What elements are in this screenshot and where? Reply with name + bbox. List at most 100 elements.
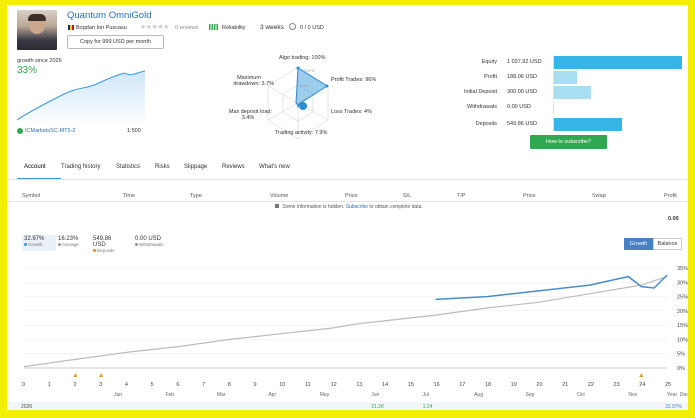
stat-value-1: 188.06 USD — [507, 74, 537, 80]
growth-line-grey — [23, 276, 668, 368]
year-row-value: 21.28 — [371, 404, 384, 410]
x-tick-label: 25 — [665, 382, 671, 388]
column-header-price[interactable]: Price — [523, 193, 536, 199]
x-tick-label: 10 — [279, 382, 285, 388]
stat-divider-2 — [553, 86, 554, 99]
stat-label-3: Withdrawals — [467, 104, 497, 110]
stat-bar-4 — [554, 118, 622, 131]
x-tick-label: 21 — [562, 382, 568, 388]
column-header-type[interactable]: Type — [190, 193, 202, 199]
summary-deposits[interactable]: 549.86 USD Deposits — [91, 235, 125, 253]
y-tick-label: 5% — [677, 352, 685, 358]
y-tick-label: 15% — [677, 323, 688, 329]
tab-account[interactable]: Account — [24, 164, 46, 170]
year-row-value: 32.97% — [665, 404, 683, 410]
avatar[interactable] — [17, 10, 57, 50]
summary-label: Average — [58, 242, 90, 247]
balance-toggle[interactable]: Balance — [653, 238, 682, 250]
growth-toggle[interactable]: Growth — [624, 238, 653, 250]
stat-bar-1 — [554, 71, 577, 84]
notice-text-end: to obtain complete data. — [369, 204, 423, 210]
lock-icon — [275, 204, 279, 208]
growth-chart[interactable]: 35%30%25%20%15%10%5%0%0 1 2 3 4 5 6 7 8 9 10 11 12 13… — [7, 260, 688, 410]
stat-label-2: Initial Deposit — [463, 89, 497, 95]
month-label: Year — [667, 392, 677, 398]
x-tick-label: 15 — [408, 382, 414, 388]
growth-mini-chart[interactable] — [17, 65, 145, 125]
subscribe-button[interactable]: How to subscribe? — [530, 135, 607, 149]
month-label: Oct — [577, 392, 585, 398]
tab-active-underline — [17, 178, 61, 179]
tab-risks[interactable]: Risks — [155, 164, 170, 170]
radar-max-drawdown-line1: Maximum — [237, 75, 261, 81]
author-name[interactable]: Bogdan Ion Puscasu — [76, 25, 127, 31]
radar-profit-trades: Profit Trades: 96% — [331, 77, 377, 83]
tab-what-s-new[interactable]: What's new — [259, 164, 290, 170]
tab-divider — [7, 179, 688, 180]
balance-value: 0 / 0 USD — [300, 25, 324, 31]
stat-value-4: 549.86 USD — [507, 121, 537, 127]
column-header-s-l[interactable]: S/L — [403, 193, 412, 199]
y-tick-label: 35% — [677, 266, 688, 272]
stat-value-3: 0.00 USD — [507, 104, 531, 110]
column-header-time[interactable]: Time — [123, 193, 136, 199]
tab-statistics[interactable]: Statistics — [116, 164, 141, 170]
stat-bar-0 — [554, 56, 682, 69]
x-tick-label: 7 — [202, 382, 205, 388]
broker-link[interactable]: ICMarketsSC-MT5-2 — [25, 128, 76, 134]
hidden-info-notice: Some information is hidden. Subscribe to… — [275, 204, 423, 210]
month-label: Mar — [217, 392, 226, 398]
tab-slippage[interactable]: Slippage — [184, 164, 208, 170]
month-label: Apr — [268, 392, 276, 398]
growth-toggle-label: Growth — [629, 241, 648, 247]
x-tick-label: 14 — [382, 382, 388, 388]
y-tick-label: 25% — [677, 295, 688, 301]
year-row-value: 2026 — [21, 404, 32, 410]
radar-scale-100: 100+% — [302, 68, 315, 73]
table-total: 0.00 — [668, 216, 679, 222]
column-header-profit[interactable]: Profit — [664, 193, 677, 199]
year-row-bg — [7, 402, 688, 410]
summary-label: Withdrawals — [135, 242, 167, 247]
stat-divider-4 — [553, 118, 554, 131]
summary-label: Deposits — [93, 248, 125, 253]
radar-max-deposit-load-line1: Max deposit load: — [228, 109, 272, 115]
y-tick-label: 20% — [677, 309, 688, 315]
notice-text: Some information is hidden. — [282, 204, 345, 210]
x-tick-label: 4 — [125, 382, 128, 388]
subscribe-link[interactable]: Subscribe — [345, 204, 368, 210]
x-tick-label: 19 — [511, 382, 517, 388]
copy-button[interactable]: Copy for 999 USD per month — [67, 35, 164, 49]
y-tick-label: 10% — [677, 337, 688, 343]
stat-label-0: Equity — [481, 59, 497, 65]
reviews-count[interactable]: 0 reviews — [175, 25, 199, 31]
x-tick-label: 9 — [253, 382, 256, 388]
flag-icon — [68, 25, 74, 30]
page-title[interactable]: Quantum OmniGold — [67, 10, 152, 21]
summary-growth[interactable]: 32.97% Growth — [22, 235, 56, 251]
tab-reviews[interactable]: Reviews — [222, 164, 245, 170]
subscribe-button-label: How to subscribe? — [545, 139, 592, 145]
column-header-swap[interactable]: Swap — [592, 193, 606, 199]
copy-button-label: Copy for 999 USD per month — [80, 39, 151, 45]
summary-average[interactable]: 16.23% Average — [56, 235, 90, 251]
stat-bar-2 — [554, 86, 591, 99]
summary-value: 0.00 USD — [135, 236, 162, 242]
column-header-price[interactable]: Price — [345, 193, 358, 199]
summary-value: 16.23% — [58, 236, 79, 242]
y-tick-label: 30% — [677, 280, 688, 286]
tab-trading-history[interactable]: Trading history — [61, 164, 101, 170]
reliability-icon — [209, 24, 219, 30]
summary-label: Growth — [24, 242, 56, 247]
stat-value-0: 1 037.92 USD — [507, 59, 542, 65]
column-header-t-p[interactable]: T/P — [457, 193, 466, 199]
column-header-volume[interactable]: Volume — [270, 193, 289, 199]
summary-withdrawals[interactable]: 0.00 USD Withdrawals — [133, 235, 167, 251]
radar-chart[interactable] — [265, 65, 331, 141]
month-label: Feb — [165, 392, 174, 398]
x-tick-label: 24 — [639, 382, 645, 388]
month-label: May — [320, 392, 330, 398]
balance-toggle-label: Balance — [657, 241, 678, 247]
weeks: 3 weeks — [260, 24, 284, 31]
column-header-symbol[interactable]: Symbol — [22, 193, 41, 199]
